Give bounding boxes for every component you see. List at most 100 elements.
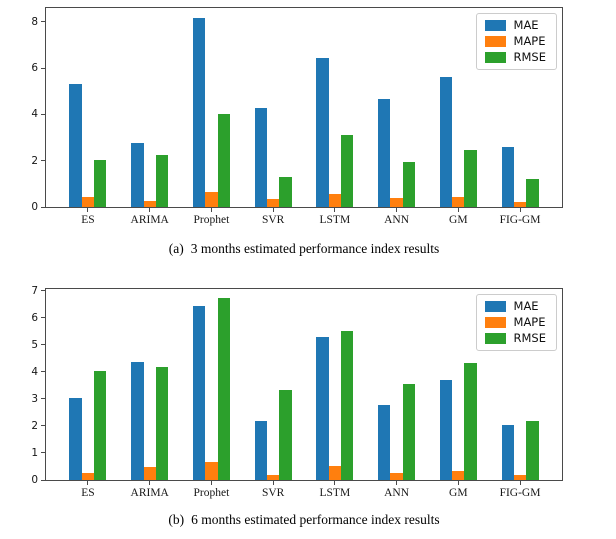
x-axis-tick-label: FIG-GM: [499, 214, 541, 226]
bar-mape-ann: [390, 197, 403, 207]
bar-mae-svr: [254, 420, 267, 480]
legend-item-mae: MAE: [484, 18, 546, 32]
y-axis-tick-label: 5: [31, 338, 38, 351]
bar-rmse-fig-gm: [526, 179, 539, 207]
y-axis-tick-label: 4: [31, 365, 38, 378]
caption-b-prefix: (b): [168, 512, 185, 527]
y-axis-tick-label: 2: [31, 154, 38, 167]
legend-swatch-mape-icon: [484, 317, 506, 328]
bar-mae-arima: [131, 361, 144, 480]
legend-item-rmse: RMSE: [484, 51, 546, 64]
x-axis-tick: [149, 208, 151, 212]
bar-rmse-prophet: [217, 297, 230, 480]
x-axis-tick-label: Prophet: [193, 487, 230, 499]
x-axis-tick: [396, 481, 398, 485]
bar-mape-es: [81, 472, 95, 480]
bar-rmse-gm: [464, 363, 477, 480]
bar-mape-gm: [452, 470, 465, 480]
legend-swatch-mae-icon: [484, 20, 506, 31]
y-axis-tick: [41, 398, 45, 400]
y-axis-tick: [41, 317, 45, 319]
x-axis-tick: [87, 208, 89, 212]
bar-rmse-ann: [402, 384, 416, 480]
x-axis-tick-label: ES: [81, 487, 95, 499]
chart-3months-plot-area: 0 2 4 6 8 ES ARIMA Prophet SVR LSTM ANN GM FIG-GM MAE…: [31, 7, 563, 226]
legend: MAE MAPE RMSE: [475, 294, 557, 351]
bar-mae-es: [69, 84, 82, 207]
x-axis-tick-label: GM: [449, 487, 468, 499]
y-axis-tick: [41, 425, 45, 427]
y-axis-tick: [41, 479, 45, 481]
y-axis-tick: [41, 371, 45, 373]
x-axis-tick: [396, 208, 398, 212]
bar-mae-fig-gm: [501, 146, 514, 207]
bar-mape-arima: [143, 466, 156, 480]
bar-mape-prophet: [205, 462, 218, 480]
bar-mae-prophet: [192, 305, 206, 480]
legend-swatch-mape-icon: [484, 36, 506, 47]
bar-mape-svr: [266, 475, 280, 480]
bar-mae-lstm: [316, 336, 329, 480]
x-axis-tick-label: ANN: [384, 214, 410, 226]
bar-mape-svr: [266, 198, 280, 207]
y-axis-tick: [41, 67, 45, 69]
legend-swatch-mae-icon: [484, 301, 506, 312]
legend-item-mape: MAPE: [484, 34, 546, 48]
bar-rmse-svr: [279, 176, 292, 207]
x-axis-tick: [272, 208, 274, 212]
bar-rmse-lstm: [341, 330, 354, 480]
legend-label-mae: MAE: [513, 299, 539, 313]
x-axis-tick-label: SVR: [261, 214, 285, 226]
legend-label-mape: MAPE: [513, 315, 546, 329]
x-axis-tick: [87, 481, 89, 485]
bar-rmse-es: [94, 371, 107, 480]
y-axis-tick-label: 6: [31, 62, 38, 75]
bar-rmse-prophet: [217, 113, 230, 207]
y-axis-tick-label: 0: [31, 474, 38, 486]
caption-b: (b) 6 months estimated performance index …: [45, 512, 563, 528]
y-axis-tick-label: 7: [31, 284, 38, 297]
bar-mape-arima: [143, 201, 156, 207]
bar-mae-gm: [439, 77, 453, 207]
x-axis-tick: [272, 481, 274, 485]
legend-swatch-rmse-icon: [484, 333, 506, 344]
bar-mae-fig-gm: [501, 425, 514, 480]
x-axis-tick: [210, 481, 212, 485]
bar-mae-ann: [378, 98, 391, 207]
bar-mape-prophet: [205, 191, 218, 207]
y-axis-tick-label: 4: [31, 108, 38, 121]
legend-label-rmse: RMSE: [513, 331, 546, 345]
y-axis-tick: [41, 452, 45, 454]
x-axis-tick-label: GM: [449, 214, 468, 226]
y-axis-tick-label: 6: [31, 311, 38, 324]
x-axis-tick-label: SVR: [261, 487, 285, 499]
x-axis-tick: [210, 208, 212, 212]
bar-mape-lstm: [328, 194, 342, 207]
y-axis-tick: [41, 113, 45, 115]
bar-mae-svr: [254, 107, 267, 207]
y-axis-tick: [41, 160, 45, 162]
legend-label-mae: MAE: [513, 18, 539, 32]
x-axis-tick-label: ARIMA: [130, 487, 169, 499]
bar-mae-es: [69, 397, 82, 480]
x-axis-tick: [457, 208, 459, 212]
caption-a-prefix: (a): [168, 241, 184, 256]
legend-label-mape: MAPE: [513, 34, 546, 48]
bar-mae-ann: [378, 404, 391, 480]
y-axis-tick: [41, 206, 45, 208]
bar-rmse-ann: [402, 162, 416, 207]
bar-mape-fig-gm: [513, 474, 527, 480]
caption-b-text: 6 months estimated performance index res…: [191, 512, 440, 527]
caption-a: (a) 3 months estimated performance index …: [45, 241, 563, 257]
x-axis-tick-label: ANN: [384, 487, 410, 499]
legend-item-mape: MAPE: [484, 315, 546, 329]
bar-mae-gm: [439, 379, 453, 480]
bar-mape-fig-gm: [513, 201, 527, 207]
bar-mae-lstm: [316, 57, 329, 207]
x-axis-tick: [457, 481, 459, 485]
bar-rmse-svr: [279, 390, 292, 480]
y-axis-tick: [41, 290, 45, 292]
bar-mape-es: [81, 196, 95, 207]
bar-mae-arima: [131, 142, 144, 207]
y-axis-tick-label: 8: [31, 15, 38, 28]
